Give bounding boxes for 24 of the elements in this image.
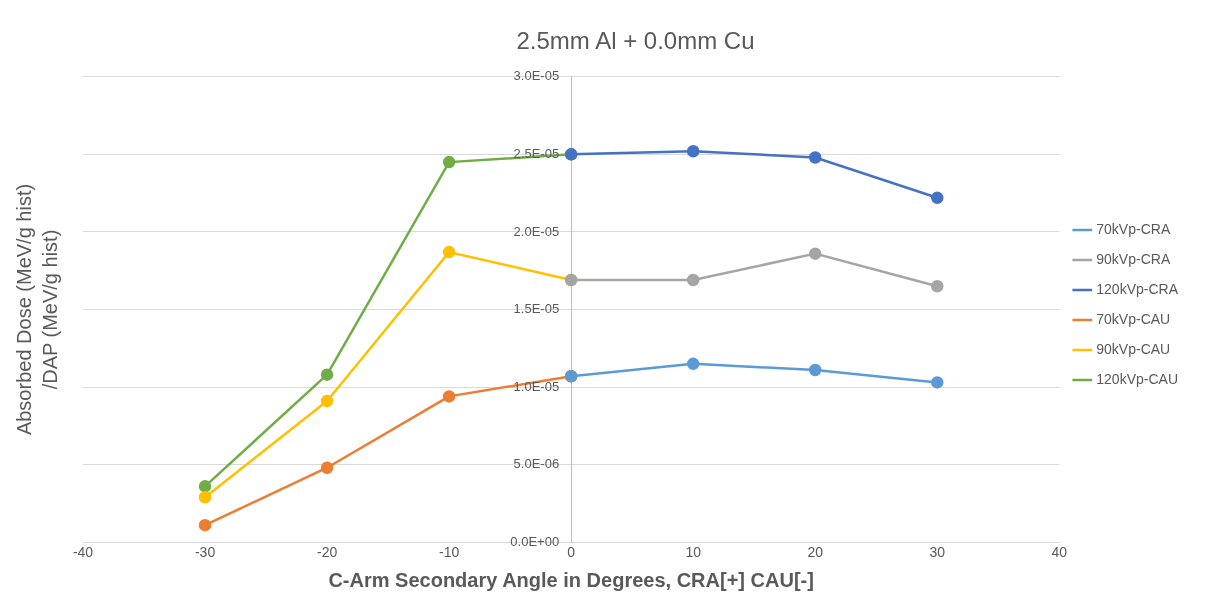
- legend-label: 120kVp-CRA: [1096, 280, 1179, 297]
- legend-label: 120kVp-CAU: [1096, 370, 1178, 387]
- y-tick-label: 1.5E-05: [513, 301, 560, 317]
- legend-label: 70kVp-CRA: [1096, 220, 1171, 237]
- y-tick-label: 1.0E-05: [513, 378, 560, 394]
- legend-label: 90kVp-CAU: [1096, 340, 1171, 357]
- y-tick-label: 0.0E+00: [510, 533, 560, 549]
- x-axis-title: C-Arm Secondary Angle in Degrees, CRA[+] CAU[-]: [328, 568, 814, 591]
- x-tick-label: -30: [194, 544, 216, 561]
- y-axis-title: Absorbed Dose (MeV/g hist) /DAP (MeV/g hist): [12, 183, 61, 436]
- x-tick-label: -20: [316, 544, 338, 561]
- y-tick-label: 5.0E-06: [513, 456, 560, 472]
- chart-title: 2.5mm Al + 0.0mm Cu: [516, 27, 755, 55]
- x-tick-label: 40: [1051, 544, 1068, 561]
- x-tick-label: 30: [929, 544, 946, 561]
- x-tick-label: 10: [685, 544, 702, 561]
- x-tick-label: 0: [567, 544, 576, 561]
- y-tick-label: 3.0E-05: [513, 68, 560, 84]
- legend-label: 70kVp-CAU: [1096, 310, 1171, 327]
- x-tick-label: 20: [807, 544, 824, 561]
- y-tick-label: 2.0E-05: [513, 223, 560, 239]
- x-tick-label: -40: [72, 544, 94, 561]
- x-tick-label: -10: [438, 544, 460, 561]
- legend-label: 90kVp-CRA: [1096, 250, 1171, 267]
